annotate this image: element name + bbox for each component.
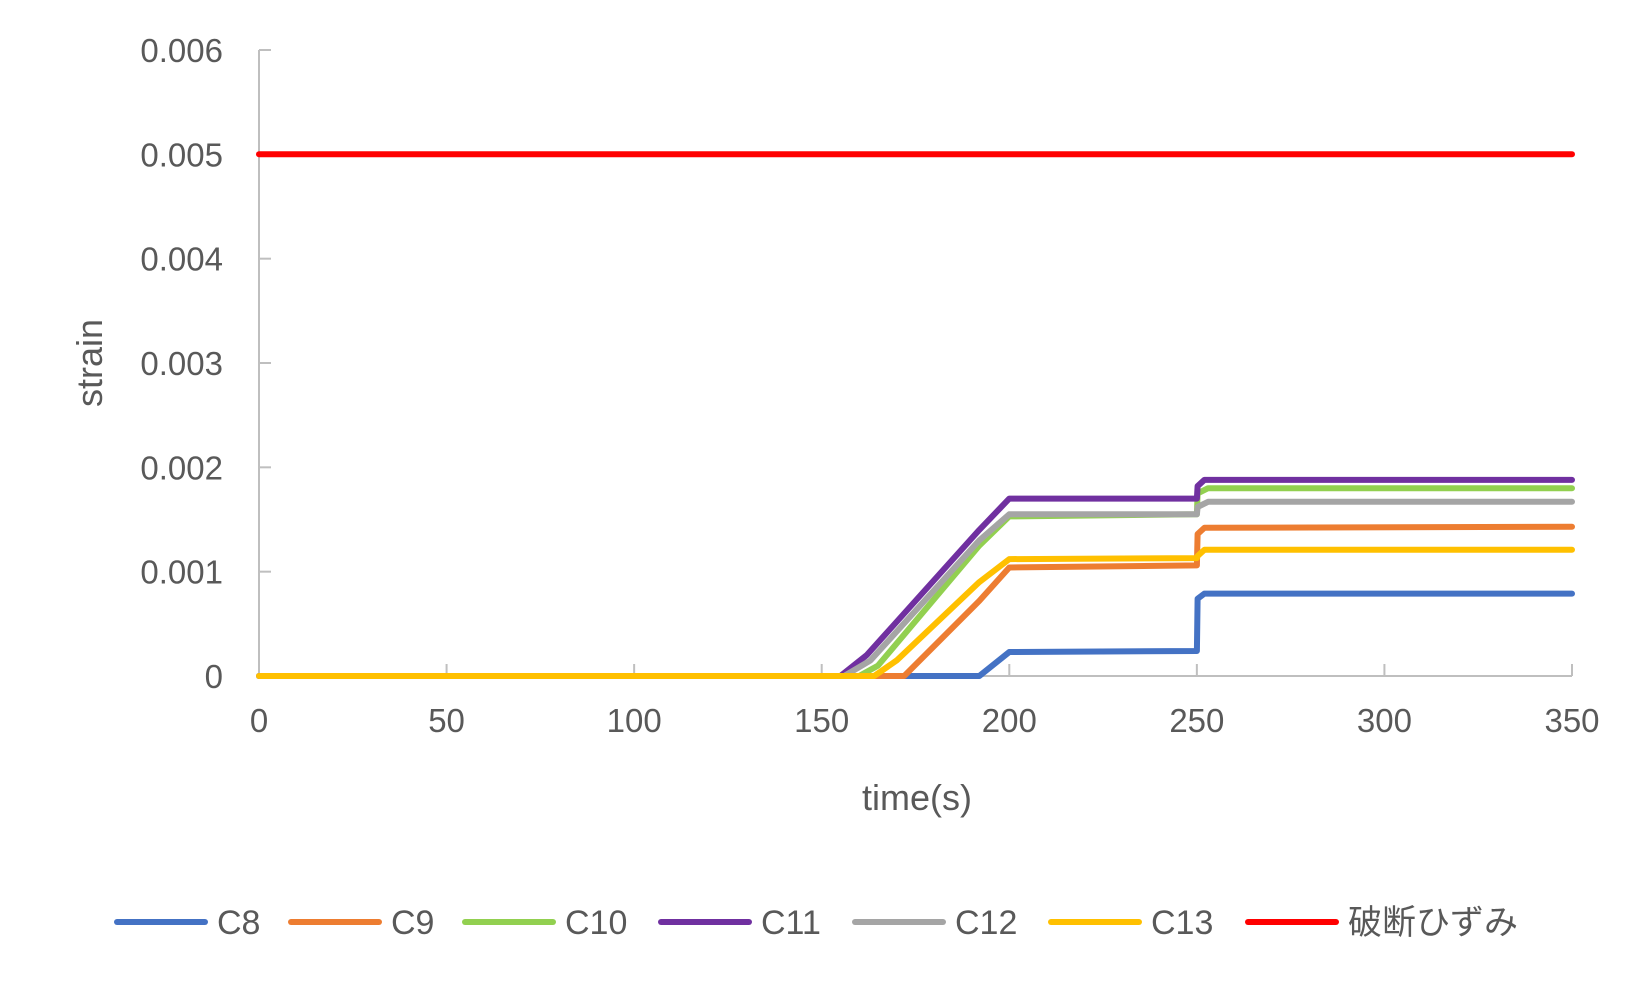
y-tick-label: 0.003 [140, 345, 223, 382]
x-tick-label: 200 [982, 702, 1037, 739]
y-tick-label: 0.004 [140, 241, 223, 278]
legend: C8 C9 C10 C11 C12 C13 破断ひずみ [114, 904, 1518, 942]
y-tick-label: 0 [205, 658, 223, 695]
y-tick-label: 0.002 [140, 449, 223, 486]
legend-label: C11 [761, 904, 821, 942]
series-line-C8 [256, 590, 1575, 679]
y-tick-label: 0.006 [140, 32, 223, 69]
series-line-C12 [256, 498, 1575, 679]
axes: 0 0.001 0.002 0.003 0.004 0.005 0.006 0 50 100 150… [140, 32, 1599, 739]
legend-label: C13 [1151, 904, 1213, 942]
legend-item: C13 [1048, 904, 1213, 942]
x-tick-label: 100 [607, 702, 662, 739]
legend-item: C9 [288, 904, 434, 942]
x-tick-label: 350 [1544, 702, 1599, 739]
y-tick-label: 0.001 [140, 554, 223, 591]
legend-item: 破断ひずみ [1245, 904, 1518, 942]
x-tick-label: 50 [428, 702, 465, 739]
y-tick-label: 0.005 [140, 136, 223, 173]
legend-label: C10 [565, 904, 627, 942]
legend-label: C12 [955, 904, 1017, 942]
x-tick-label: 0 [250, 702, 268, 739]
x-tick-label: 150 [794, 702, 849, 739]
legend-item: C10 [462, 904, 627, 942]
series-line-C11 [256, 476, 1575, 679]
legend-item: C11 [658, 904, 821, 942]
series-line-C10 [256, 485, 1575, 679]
legend-label: 破断ひずみ [1348, 904, 1518, 942]
x-tick-label: 300 [1357, 702, 1412, 739]
legend-item: C12 [852, 904, 1017, 942]
x-tick-label: 250 [1169, 702, 1224, 739]
legend-item: C8 [114, 904, 260, 942]
series-lines [256, 151, 1575, 679]
series-line-C9 [256, 523, 1575, 679]
x-axis-title: time(s) [862, 777, 972, 818]
legend-label: C8 [217, 904, 260, 942]
y-axis-title: strain [69, 319, 110, 407]
legend-label: C9 [391, 904, 434, 942]
series-line-C13 [256, 546, 1575, 679]
